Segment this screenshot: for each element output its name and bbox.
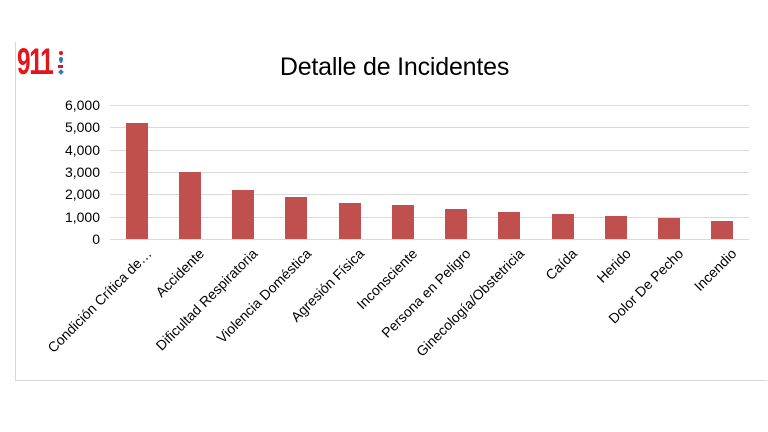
logo-icons [57,51,64,75]
gridline [110,149,749,151]
y-axis-tick-label: 1,000 [64,208,100,225]
bar [551,214,574,239]
bar [178,172,201,239]
gridline [110,216,749,218]
chart-title: Detalle de Incidentes [279,53,510,81]
y-axis-tick-label: 3,000 [64,164,100,180]
gridline [110,127,749,129]
bar [125,123,148,239]
bar [498,212,521,239]
bar [391,205,414,239]
bar [285,197,308,239]
bar [711,221,734,239]
y-axis-tick-label: 5,000 [64,119,100,136]
red-mark-icon [58,65,63,68]
bar [604,216,627,239]
logo-911: 911 [17,41,69,82]
bar [232,190,255,239]
y-axis-tick-label: 0 [92,231,100,247]
bar [445,209,468,239]
bar [658,218,681,239]
y-axis-tick-label: 4,000 [64,141,100,158]
blue-drop-icon [58,57,63,63]
gridline [110,194,749,196]
y-axis-tick-label: 2,000 [64,186,100,203]
content-placeholder-frame [15,42,767,381]
red-dot-icon [58,51,63,55]
gridline [110,105,749,106]
bar [338,203,361,239]
gridline [110,239,749,240]
logo-911-text: 911 [17,41,54,82]
gridline [110,172,749,173]
y-axis-tick-label: 6,000 [64,97,100,113]
